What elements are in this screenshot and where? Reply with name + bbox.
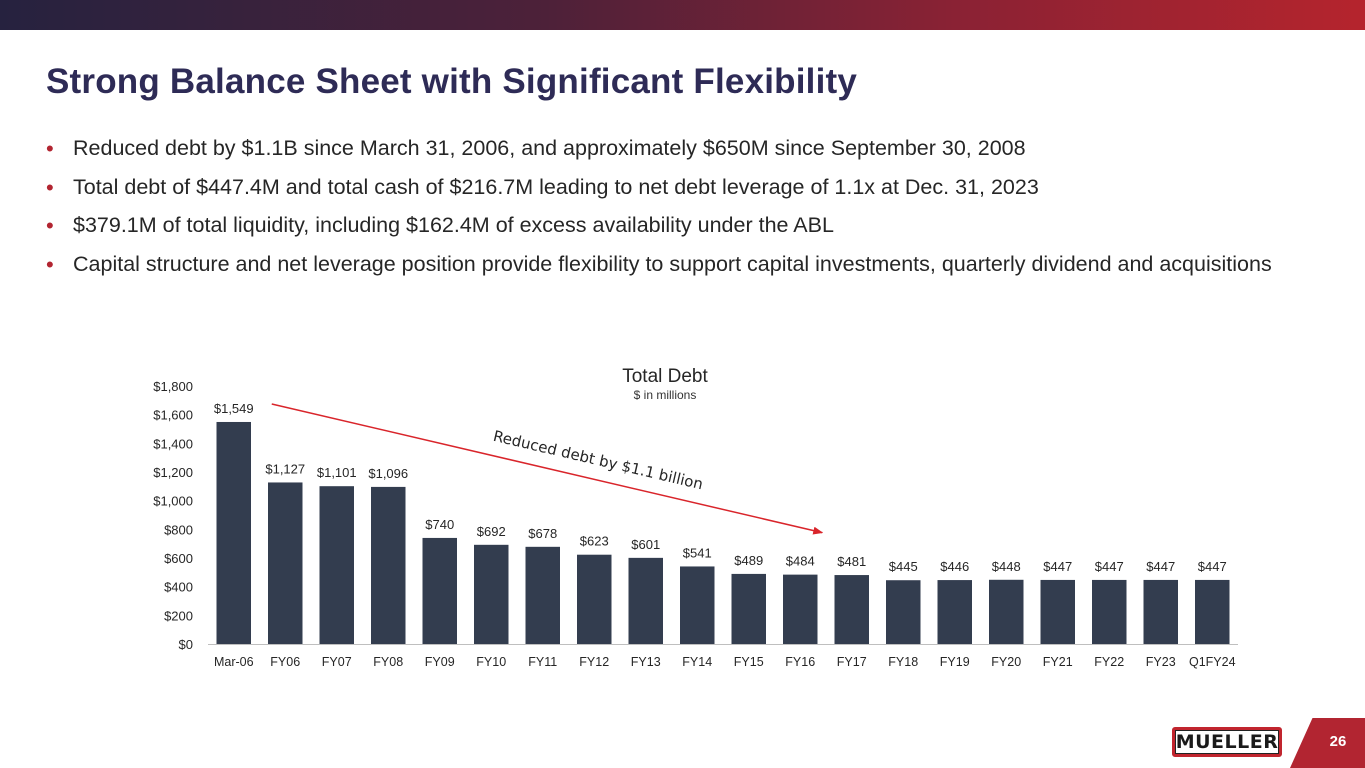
x-tick-label: FY20 — [991, 655, 1021, 669]
bullet-item: • Total debt of $447.4M and total cash of… — [46, 173, 1326, 202]
bullet-text: $379.1M of total liquidity, including $1… — [73, 213, 834, 237]
y-tick-label: $400 — [164, 580, 193, 595]
x-tick-label: FY10 — [476, 655, 506, 669]
bar — [834, 575, 869, 644]
data-label: $447 — [1198, 559, 1227, 574]
data-label: $446 — [940, 559, 969, 574]
bar — [216, 421, 251, 644]
data-label: $481 — [837, 554, 866, 569]
x-tick-label: FY14 — [682, 655, 712, 669]
y-tick-label: $1,400 — [153, 436, 193, 451]
bar — [937, 580, 972, 644]
x-tick-label: FY13 — [631, 655, 661, 669]
chart-subtitle: $ in millions — [634, 388, 697, 402]
bar — [577, 554, 612, 644]
y-tick-label: $800 — [164, 522, 193, 537]
bar — [1040, 579, 1075, 644]
bar — [783, 574, 818, 644]
y-tick-label: $200 — [164, 608, 193, 623]
bullet-list: • Reduced debt by $1.1B since March 31, 2… — [46, 134, 1326, 288]
bullet-text: Reduced debt by $1.1B since March 31, 20… — [73, 136, 1026, 160]
bar — [525, 546, 560, 644]
data-label: $541 — [683, 545, 712, 560]
chart-title: Total Debt — [622, 366, 708, 387]
bar-series — [216, 421, 1230, 644]
x-axis: Mar-06 FY06 FY07 FY08 FY09 FY10 FY11 FY12 FY13 FY… — [208, 644, 1238, 669]
x-tick-label: FY11 — [528, 655, 557, 669]
bullet-item: • $379.1M of total liquidity, including $… — [46, 211, 1326, 240]
x-tick-label: FY21 — [1043, 655, 1073, 669]
x-tick-label: Mar-06 — [214, 655, 254, 669]
bar — [989, 579, 1024, 644]
bar — [474, 544, 509, 644]
slide-title: Strong Balance Sheet with Significant Fl… — [46, 62, 858, 101]
bar — [1143, 579, 1178, 644]
x-tick-label: FY23 — [1146, 655, 1176, 669]
data-label: $1,549 — [214, 401, 254, 416]
data-label: $740 — [425, 517, 454, 532]
bullet-dot-icon: • — [46, 174, 54, 200]
x-tick-label: FY07 — [322, 655, 352, 669]
bar — [422, 537, 457, 644]
bar — [1092, 579, 1127, 644]
data-label: $447 — [1095, 559, 1124, 574]
logo-wordmark: MUELLER — [1175, 730, 1279, 754]
header-band — [0, 0, 1365, 30]
y-tick-label: $600 — [164, 551, 193, 566]
x-tick-label: FY17 — [837, 655, 867, 669]
x-tick-label: FY19 — [940, 655, 970, 669]
y-tick-label: $1,800 — [153, 379, 193, 394]
bullet-item: • Capital structure and net leverage posi… — [46, 250, 1326, 279]
annotation-arrow — [271, 403, 824, 535]
bar — [680, 566, 715, 644]
data-label: $1,127 — [265, 461, 305, 476]
y-tick-label: $0 — [179, 637, 193, 652]
data-label: $678 — [528, 526, 557, 541]
bar — [886, 580, 921, 644]
data-label-group: $1,549 $1,127 $1,101 $1,096 $740 $692 $678 $623… — [214, 401, 1227, 574]
x-tick-label: FY15 — [734, 655, 764, 669]
bar — [319, 486, 354, 644]
data-label: $692 — [477, 524, 506, 539]
bullet-text: Total debt of $447.4M and total cash of … — [73, 174, 1039, 199]
bullet-dot-icon: • — [46, 251, 54, 277]
annotation-text: Reduced debt by $1.1 billion — [491, 427, 704, 493]
data-label: $448 — [992, 559, 1021, 574]
data-label: $1,101 — [317, 465, 357, 480]
data-label: $445 — [889, 559, 918, 574]
bar — [628, 557, 663, 644]
bar — [268, 482, 303, 644]
bar — [371, 486, 406, 644]
data-label: $1,096 — [368, 466, 408, 481]
mueller-logo: MUELLER — [1172, 727, 1282, 757]
data-label: $447 — [1043, 559, 1072, 574]
x-tick-label: FY09 — [425, 655, 455, 669]
y-axis: $0 $200 $400 $600 $800 $1,000 $1,200 $1,400 $1,6… — [153, 379, 193, 652]
y-tick-label: $1,200 — [153, 465, 193, 480]
x-tick-label: FY18 — [888, 655, 918, 669]
bullet-text: Capital structure and net leverage posit… — [73, 251, 1272, 276]
x-tick-label: Q1FY24 — [1189, 655, 1236, 669]
data-label: $623 — [580, 534, 609, 549]
data-label: $447 — [1146, 559, 1175, 574]
bullet-dot-icon: • — [46, 136, 54, 161]
bar — [1195, 579, 1230, 644]
y-tick-label: $1,000 — [153, 494, 193, 509]
bullet-dot-icon: • — [46, 213, 54, 238]
x-tick-label: FY22 — [1094, 655, 1124, 669]
x-tick-label: FY16 — [785, 655, 815, 669]
bar — [731, 573, 766, 644]
y-tick-label: $1,600 — [153, 408, 193, 423]
x-tick-label: FY08 — [373, 655, 403, 669]
annotation-group: Reduced debt by $1.1 billion — [271, 403, 824, 535]
data-label: $484 — [786, 554, 815, 569]
bullet-item: • Reduced debt by $1.1B since March 31, 2… — [46, 134, 1326, 163]
data-label: $489 — [734, 553, 763, 568]
x-tick-label: FY06 — [270, 655, 300, 669]
x-tick-label: FY12 — [579, 655, 609, 669]
page-number: 26 — [1329, 733, 1347, 750]
data-label: $601 — [631, 537, 660, 552]
